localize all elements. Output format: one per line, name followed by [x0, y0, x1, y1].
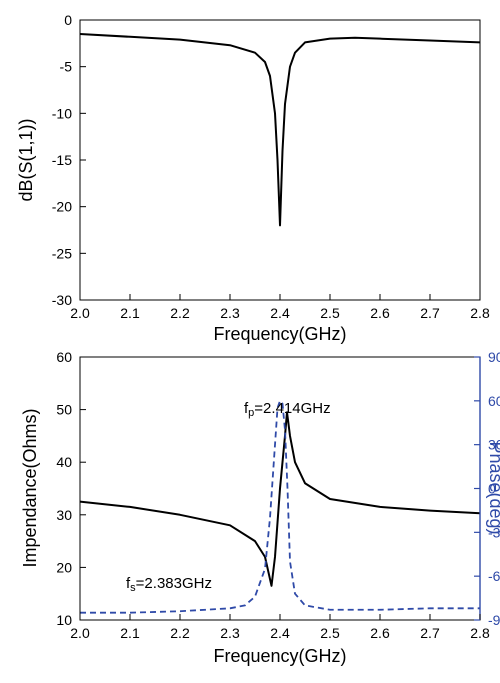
impedance-x-ticks: 2.0 2.1 2.2 2.3 2.4 2.5 2.6 2.7 2.8	[70, 614, 490, 641]
impedance-x-axis-label: Frequency(GHz)	[213, 646, 346, 666]
s11-chart: 2.0 2.1 2.2 2.3 2.4 2.5 2.6 2.7 2.8 0 -5 -10 -15 -20…	[16, 12, 490, 344]
s11-y-tick-label: -20	[52, 199, 72, 215]
impedance-y-tick-label: 40	[56, 454, 72, 470]
phase-y-tick-label: 60	[488, 393, 500, 409]
s11-x-tick-label: 2.6	[370, 305, 390, 321]
s11-x-tick-label: 2.8	[470, 305, 490, 321]
phase-y-tick-label: -90	[488, 612, 500, 628]
s11-series-line	[79, 33, 481, 227]
s11-y-tick-label: 0	[64, 12, 72, 28]
impedance-series-line	[79, 411, 481, 587]
impedance-x-tick-label: 2.8	[470, 625, 490, 641]
s11-x-tick-label: 2.5	[320, 305, 340, 321]
impedance-y-axis-label: Impendance(Ohms)	[20, 408, 40, 567]
impedance-y-tick-label: 60	[56, 349, 72, 365]
s11-y-tick-label: -15	[52, 152, 72, 168]
s11-y-tick-label: -25	[52, 245, 72, 261]
phase-series-line	[80, 399, 480, 614]
s11-x-tick-label: 2.1	[120, 305, 140, 321]
phase-y-ticks: -90 -60 -30 0 30 60 90	[474, 349, 500, 628]
phase-y-axis-label: Phase(deg)	[486, 441, 500, 534]
fp-annotation: fp=2.414GHz	[244, 400, 331, 419]
s11-y-tick-label: -10	[52, 105, 72, 121]
fs-annotation: fs=2.383GHz	[126, 575, 212, 594]
s11-y-axis-label: dB(S(1,1))	[16, 118, 36, 201]
impedance-x-tick-label: 2.7	[420, 625, 440, 641]
impedance-x-tick-label: 2.5	[320, 625, 340, 641]
fs-annotation-value: =2.383GHz	[136, 575, 212, 592]
impedance-x-tick-label: 2.1	[120, 625, 140, 641]
fp-annotation-value: =2.414GHz	[254, 400, 330, 417]
impedance-y-ticks: 10 20 30 40 50 60	[56, 349, 86, 628]
fp-annotation-subscript: p	[248, 407, 254, 419]
impedance-x-tick-label: 2.0	[70, 625, 90, 641]
phase-y-tick-label: -60	[488, 568, 500, 584]
impedance-x-tick-label: 2.2	[170, 625, 190, 641]
s11-y-ticks: 0 -5 -10 -15 -20 -25 -30	[52, 12, 86, 308]
impedance-x-tick-label: 2.6	[370, 625, 390, 641]
impedance-phase-curves	[79, 399, 481, 614]
impedance-y-tick-label: 30	[56, 507, 72, 523]
phase-y-tick-label: 90	[488, 349, 500, 365]
fs-annotation-subscript: s	[130, 582, 136, 594]
s11-curves	[79, 33, 481, 227]
s11-y-tick-label: -5	[60, 59, 73, 75]
impedance-y-tick-label: 10	[56, 612, 72, 628]
s11-x-tick-label: 2.0	[70, 305, 90, 321]
s11-x-ticks: 2.0 2.1 2.2 2.3 2.4 2.5 2.6 2.7 2.8	[70, 294, 490, 321]
phase-y-tick-label: 30	[488, 437, 500, 453]
impedance-y-tick-label: 20	[56, 559, 72, 575]
s11-y-tick-label: -30	[52, 292, 72, 308]
impedance-y-tick-label: 50	[56, 402, 72, 418]
fs-annotation-symbol: f	[126, 575, 131, 592]
phase-y-tick-label: -30	[488, 524, 500, 540]
s11-x-axis-label: Frequency(GHz)	[213, 324, 346, 344]
s11-x-tick-label: 2.3	[220, 305, 240, 321]
impedance-phase-chart: 2.0 2.1 2.2 2.3 2.4 2.5 2.6 2.7 2.8 10 20 30 40 50 60…	[20, 349, 500, 666]
impedance-x-tick-label: 2.3	[220, 625, 240, 641]
phase-y-tick-label: 0	[488, 481, 496, 497]
s11-plot-frame	[79, 19, 481, 301]
s11-x-tick-label: 2.4	[270, 305, 290, 321]
fp-annotation-symbol: f	[244, 400, 249, 417]
s11-x-tick-label: 2.2	[170, 305, 190, 321]
s11-x-tick-label: 2.7	[420, 305, 440, 321]
impedance-x-tick-label: 2.4	[270, 625, 290, 641]
